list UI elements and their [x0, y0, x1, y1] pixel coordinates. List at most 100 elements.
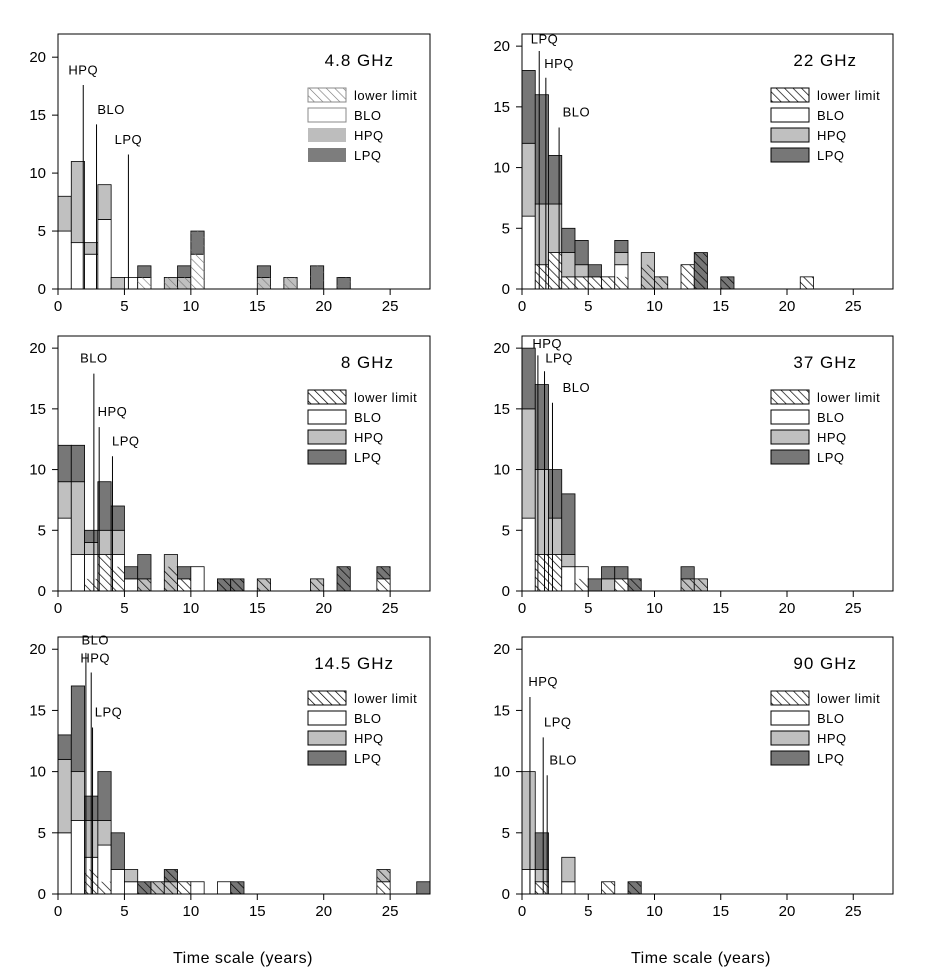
annotation-label: BLO — [549, 752, 577, 767]
legend-swatch-lower — [307, 690, 347, 706]
x-tick-label: 5 — [120, 600, 128, 617]
bar-segment-hpq — [521, 771, 536, 870]
x-axis-label-right: Time scale (years) — [631, 950, 771, 967]
bar-segment-blo — [70, 820, 85, 895]
bar-segment-hpq — [534, 203, 549, 266]
legend-label: lower limit — [354, 691, 417, 706]
y-tick-label: 5 — [38, 522, 46, 539]
x-tick-label: 10 — [646, 600, 663, 617]
bar-segment-blo — [57, 230, 72, 290]
annotation-label: BLO — [563, 380, 591, 395]
panel-title: 22 GHz — [793, 51, 857, 70]
bar-segment-lower-limit — [601, 276, 615, 289]
bar-segment-lpq — [57, 444, 72, 483]
bar-segment-blo — [70, 242, 85, 290]
bar-segment-lower-limit — [151, 881, 165, 894]
legend-label: LPQ — [354, 751, 382, 766]
x-tick-label: 25 — [845, 903, 862, 920]
bar-segment-lpq — [614, 566, 629, 580]
legend-swatch-lpq — [770, 750, 810, 766]
bar-segment-lpq — [70, 444, 85, 483]
annotation-label: HPQ — [98, 404, 128, 419]
x-tick-label: 15 — [712, 298, 729, 315]
bar-segment-lower-limit — [310, 578, 324, 591]
y-tick-label: 15 — [29, 702, 46, 719]
bar-segment-lpq — [177, 566, 192, 580]
y-tick-label: 10 — [493, 462, 510, 479]
legend-label: HPQ — [354, 430, 384, 445]
annotation-label: HPQ — [68, 63, 98, 78]
bar-segment-lower-limit — [137, 881, 151, 894]
bar-segment-lower-limit — [601, 881, 615, 894]
x-tick-label: 5 — [120, 298, 128, 315]
bar-segment-lower-limit — [548, 252, 562, 289]
bar-segment-lpq — [548, 155, 563, 205]
bar-segment-lpq — [256, 265, 271, 278]
bar-segment-blo — [70, 554, 85, 592]
chart-panel: 0 5 10 15 20 25 0 5 10 15 20 22 GHz lower limit BLO HP… — [493, 32, 894, 315]
legend-swatch-lpq — [308, 148, 346, 162]
bar-segment-lower-limit — [230, 578, 244, 591]
x-tick-label: 20 — [779, 298, 796, 315]
y-tick-label: 0 — [38, 886, 46, 903]
y-tick-label: 5 — [502, 522, 510, 539]
legend-label: HPQ — [354, 128, 384, 143]
panel-title: 37 GHz — [793, 353, 857, 372]
x-tick-label: 0 — [518, 298, 526, 315]
bar-segment-hpq — [548, 517, 563, 555]
bar-segment-hpq — [561, 252, 576, 278]
x-tick-label: 15 — [249, 903, 266, 920]
bar-segment-blo — [124, 277, 139, 290]
bar-segment-lower-limit — [535, 881, 549, 894]
bar-segment-lower-limit — [575, 578, 589, 591]
bar-segment-blo — [190, 566, 205, 592]
y-tick-label: 10 — [493, 764, 510, 781]
plot-frame — [57, 33, 431, 290]
bar-segment-lower-limit — [111, 566, 125, 591]
x-tick-label: 25 — [382, 903, 399, 920]
y-tick-label: 15 — [29, 401, 46, 418]
annotation-label: LPQ — [544, 714, 572, 729]
y-tick-label: 0 — [502, 281, 510, 298]
annotation-label: LPQ — [112, 433, 140, 448]
panel-title: 90 GHz — [793, 654, 857, 673]
legend-label: HPQ — [817, 128, 847, 143]
x-tick-label: 15 — [249, 298, 266, 315]
bar-segment-lower-limit — [310, 265, 324, 289]
bar-segment-lpq — [110, 505, 125, 531]
bar-segment-blo — [110, 869, 125, 895]
bar-segment-hpq — [110, 277, 125, 290]
annotation-label: LPQ — [115, 132, 143, 147]
legend-swatch-blo — [770, 107, 810, 123]
y-tick-label: 10 — [493, 160, 510, 177]
bar-segment-blo — [190, 881, 205, 895]
legend-label: LPQ — [817, 751, 845, 766]
y-tick-label: 10 — [29, 462, 46, 479]
bar-segment-lower-limit — [628, 578, 642, 591]
legend-swatch-lower — [770, 690, 810, 706]
x-tick-label: 20 — [779, 600, 796, 617]
legend-swatch-lpq — [770, 449, 810, 465]
x-tick-label: 10 — [646, 298, 663, 315]
bar-segment-lpq — [680, 566, 695, 580]
legend-swatch-blo — [307, 710, 347, 726]
bar-segment-lower-limit — [230, 881, 244, 894]
x-tick-label: 5 — [584, 600, 592, 617]
legend-swatch-lower — [307, 389, 347, 405]
bar-segment-blo — [561, 566, 576, 592]
x-tick-label: 25 — [382, 600, 399, 617]
bar-segment-hpq — [614, 252, 629, 266]
bar-segment-hpq — [84, 542, 99, 555]
bar-segment-blo — [84, 253, 99, 290]
bar-segment-lpq — [534, 832, 549, 870]
legend-swatch-lpq — [307, 750, 347, 766]
x-tick-label: 10 — [183, 903, 200, 920]
y-tick-label: 5 — [38, 825, 46, 842]
bar-segment-lower-limit — [548, 554, 562, 591]
legend-label: lower limit — [817, 691, 880, 706]
x-tick-label: 10 — [183, 298, 200, 315]
x-tick-label: 0 — [54, 298, 62, 315]
x-tick-label: 0 — [54, 903, 62, 920]
bar-segment-lower-limit — [137, 277, 151, 289]
legend-swatch-blo — [770, 409, 810, 425]
